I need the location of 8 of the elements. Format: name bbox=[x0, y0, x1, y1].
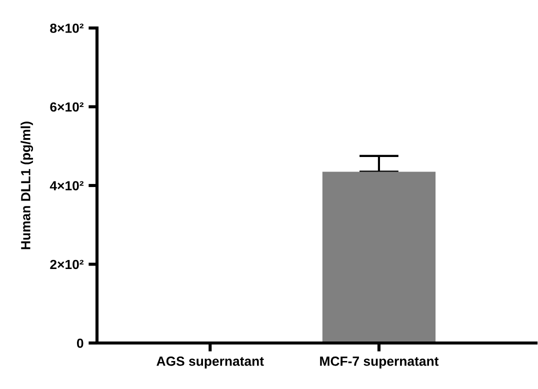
x-tick-label: AGS supernatant bbox=[156, 356, 264, 368]
x-tick-label: MCF-7 supernatant bbox=[320, 356, 439, 368]
y-tick-label: 0 bbox=[76, 338, 84, 348]
y-tick-label: 4×10² bbox=[50, 181, 84, 190]
y-tick-label: 6×10² bbox=[50, 102, 84, 112]
y-axis-title: Human DLL1 (pg/ml) bbox=[20, 122, 34, 250]
y-tick-label: 8×10² bbox=[50, 24, 84, 33]
y-tick-label: 2×10² bbox=[50, 260, 84, 270]
